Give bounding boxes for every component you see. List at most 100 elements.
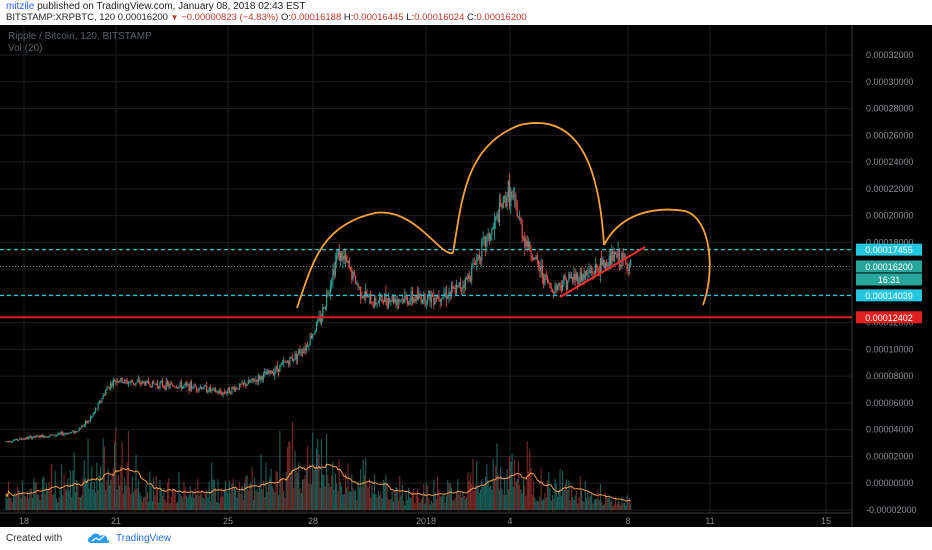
candle-body	[127, 382, 129, 384]
trendline[interactable]	[559, 246, 646, 298]
candle-body	[169, 383, 171, 387]
candle-body	[425, 303, 427, 305]
candle-body	[45, 436, 47, 438]
volume-bar	[279, 431, 281, 510]
volume-bar	[612, 505, 614, 510]
volume-bar	[197, 478, 199, 510]
volume-bar	[525, 495, 527, 510]
candle-body	[20, 438, 22, 440]
right-shoulder-arc[interactable]	[603, 208, 711, 306]
volume-bar	[232, 478, 234, 510]
candle-body	[360, 286, 362, 297]
volume-bar	[77, 482, 79, 510]
candle-body	[252, 378, 254, 381]
y-tick-label: 0.00024000	[866, 157, 914, 167]
candle-body	[154, 383, 156, 385]
low-value: 0.00016024	[414, 12, 465, 23]
left-shoulder-arc[interactable]	[296, 211, 454, 309]
candle-body	[357, 283, 359, 288]
volume-bar	[201, 490, 203, 510]
volume-bar	[226, 491, 228, 510]
candle-body	[344, 255, 347, 260]
down-triangle-icon: ▼	[170, 13, 179, 22]
volume-bar	[38, 494, 40, 510]
candle-body	[182, 386, 184, 389]
candle-body	[563, 275, 565, 286]
volume-bar	[113, 442, 116, 510]
volume-bar	[312, 432, 314, 510]
price-chart[interactable]: Ripple / Bitcoin, 120, BITSTAMP Vol (20)…	[0, 25, 932, 527]
candle-body	[366, 291, 368, 298]
volume-bar	[349, 491, 352, 510]
candle-body	[219, 391, 222, 394]
volume-bar	[448, 483, 450, 510]
candle-body	[448, 291, 450, 297]
y-tick-label: 0.00030000	[866, 77, 914, 87]
volume-bar	[389, 499, 391, 510]
volume-bar	[334, 473, 336, 510]
volume-bar	[9, 497, 11, 510]
candle-body	[478, 254, 480, 260]
volume-bar	[132, 491, 135, 510]
volume-bar	[452, 500, 454, 510]
tradingview-brand[interactable]: TradingView	[116, 533, 172, 544]
candle-body	[39, 435, 41, 438]
volume-bar	[347, 463, 349, 510]
candle-body	[254, 380, 256, 382]
candle-body	[68, 432, 70, 435]
head-arc[interactable]	[452, 122, 605, 254]
candle-body	[599, 258, 602, 274]
candle-body	[192, 387, 194, 389]
volume-bar	[241, 485, 243, 510]
volume-bar	[218, 502, 220, 510]
volume-bar	[611, 499, 613, 510]
candle-body	[457, 285, 459, 286]
volume-bar	[15, 495, 17, 510]
candle-body	[622, 252, 624, 260]
candle-body	[160, 380, 162, 383]
volume-bar	[57, 502, 59, 510]
candle-body	[438, 295, 440, 299]
time-axis[interactable]: 18 21 25 28 2018 4 8 11 15	[19, 516, 831, 526]
volume-bar	[270, 468, 272, 510]
candle-body	[318, 316, 320, 320]
candle-body	[145, 381, 147, 386]
volume-bar	[177, 501, 179, 510]
volume-bar	[392, 501, 395, 510]
volume-bar	[257, 492, 259, 510]
volume-bar	[332, 461, 334, 510]
candle-body	[355, 275, 357, 284]
candle-body	[496, 214, 498, 217]
volume-bar	[618, 502, 620, 510]
candle-body	[432, 294, 434, 297]
candle-body	[47, 437, 49, 438]
candle-body	[179, 382, 181, 386]
volume-bar	[143, 497, 145, 510]
pattern-drawings[interactable]	[296, 122, 711, 309]
candle-body	[309, 335, 311, 346]
candle-body	[594, 264, 596, 274]
volume-bar	[198, 495, 200, 510]
volume-bar	[96, 462, 98, 510]
horizontal-lines[interactable]	[0, 249, 852, 319]
candle-body	[217, 391, 219, 394]
candle-body	[276, 366, 278, 369]
volume-bar	[346, 487, 348, 510]
candle-body	[270, 370, 272, 374]
volume-bar	[541, 500, 543, 510]
price-label-box	[856, 289, 922, 302]
volume-bar	[155, 476, 157, 510]
volume-bar	[249, 484, 251, 510]
volume-bar	[404, 505, 406, 510]
volume-bar	[101, 482, 103, 510]
candle-body	[583, 274, 585, 280]
candle-body	[208, 387, 210, 392]
volume-bar	[500, 466, 502, 510]
volume-bar	[526, 441, 528, 510]
author-link[interactable]: mitzile	[6, 1, 35, 12]
volume-bar	[363, 475, 366, 510]
candles[interactable]	[5, 173, 632, 443]
candle-body	[558, 282, 560, 287]
candle-body	[389, 298, 391, 302]
candle-body	[285, 362, 287, 363]
